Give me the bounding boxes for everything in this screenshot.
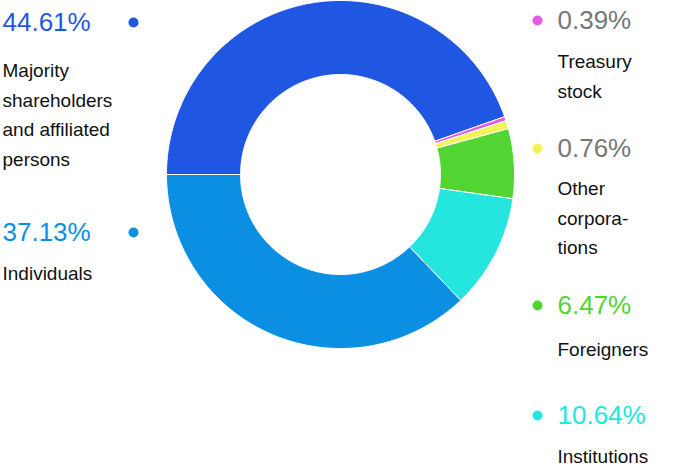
svg-text:Othercorpora-tions: Othercorpora-tions [558,178,629,258]
svg-text:0.39%: 0.39% [558,5,632,35]
svg-text:Majorityshareholdersand affili: Majorityshareholdersand affiliatedperson… [3,60,113,169]
svg-text:10.64%: 10.64% [558,400,646,430]
svg-text:Treasurystock: Treasurystock [558,51,633,101]
svg-text:Institutions: Institutions [558,446,649,467]
svg-text:6.47%: 6.47% [558,290,632,320]
svg-text:0.76%: 0.76% [558,133,632,163]
svg-text:44.61%: 44.61% [3,7,91,37]
svg-text:37.13%: 37.13% [3,217,91,247]
svg-text:Individuals: Individuals [3,263,93,284]
svg-text:Foreigners: Foreigners [558,339,649,360]
